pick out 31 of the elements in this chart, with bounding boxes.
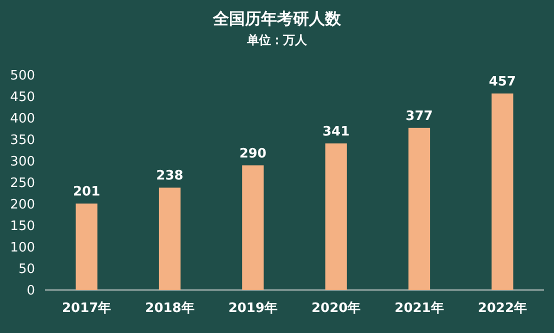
x-tick-label: 2020年 [311,301,361,316]
x-tick-label: 2018年 [145,301,194,316]
x-tick-label: 2017年 [62,301,112,316]
y-tick-label: 350 [10,133,35,148]
bar [242,165,264,290]
data-label: 238 [156,168,184,184]
y-tick-label: 100 [10,240,35,256]
y-tick-label: 50 [18,262,35,278]
y-tick-label: 500 [10,68,35,84]
data-label: 290 [239,146,266,162]
x-tick-label: 2019年 [228,301,278,316]
y-tick-label: 400 [10,112,35,127]
y-tick-label: 300 [10,154,35,170]
bar [76,204,98,290]
y-tick-label: 450 [10,90,35,106]
bar [492,93,514,290]
y-tick-label: 0 [26,284,35,299]
chart-title: 全国历年考研人数 [212,9,342,28]
x-tick-label: 2022年 [478,301,528,316]
y-tick-label: 150 [10,219,35,234]
chart-subtitle: 单位：万人 [246,33,308,47]
bar [408,128,430,290]
y-tick-label: 200 [10,198,35,213]
x-tick-label: 2021年 [394,301,444,316]
data-label: 341 [322,124,350,140]
bar [325,143,347,290]
bar [158,188,181,290]
data-label: 457 [488,74,516,90]
data-label: 201 [73,184,100,200]
data-label: 377 [406,108,433,124]
y-tick-label: 250 [10,176,35,192]
